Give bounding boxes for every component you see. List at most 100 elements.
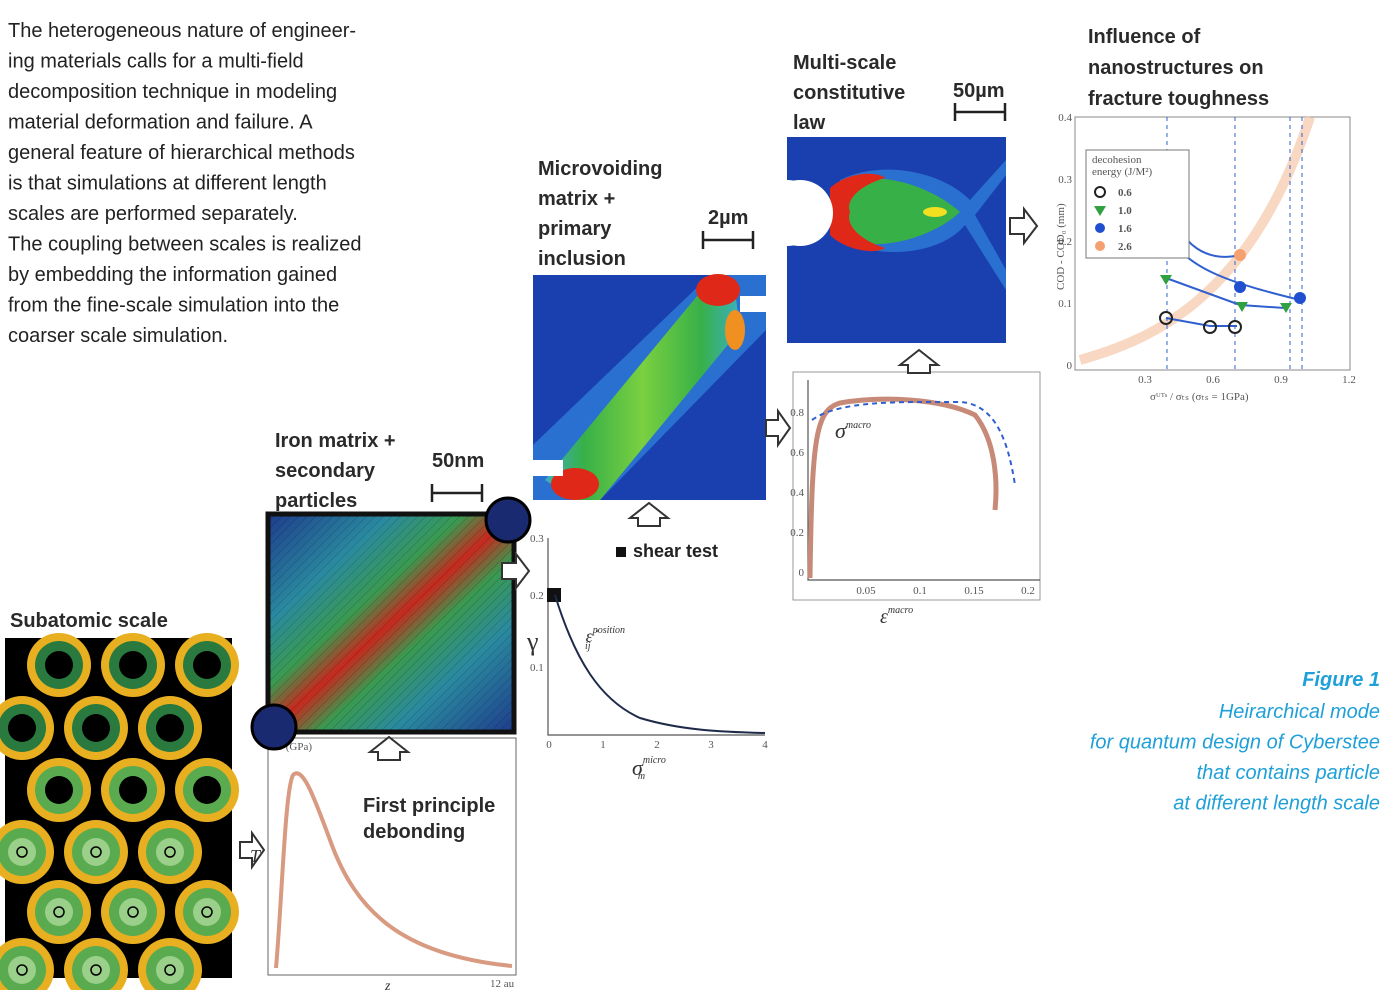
x-tick-label: 0.15 — [964, 585, 984, 597]
panel-title: inclusion — [538, 248, 626, 270]
ring — [45, 898, 73, 926]
panel-title: nanostructures on — [1088, 57, 1264, 79]
body: The heterogeneous nature of engineer-ing… — [0, 0, 1382, 990]
x-tick-label: 0.1 — [913, 585, 927, 597]
ring — [193, 776, 221, 804]
arrow — [766, 411, 790, 445]
intro-line: by embedding the information gained — [8, 264, 337, 286]
scale-bar — [955, 103, 1005, 121]
panel-title: Multi-scale — [793, 52, 896, 74]
sub: ij — [585, 641, 591, 652]
particle — [252, 705, 296, 749]
panel-title: fracture toughness — [1088, 88, 1269, 110]
y-tick-label: 0.1 — [530, 662, 544, 674]
ring — [8, 838, 36, 866]
figure: The heterogeneous nature of engineer-ing… — [0, 0, 1382, 990]
panel-title: Iron matrix + — [275, 430, 396, 452]
sym: ε — [880, 606, 888, 628]
ring — [45, 651, 73, 679]
caption-label: Figure 1 — [1302, 669, 1380, 691]
legend-marker — [1095, 223, 1105, 233]
sup: macro — [846, 420, 871, 431]
point — [1234, 249, 1246, 261]
panel-title: Subatomic scale — [10, 610, 168, 632]
iron-contours — [270, 516, 512, 730]
x-tick-label: 0.9 — [1274, 374, 1288, 386]
ring — [8, 956, 36, 984]
panel-title: matrix + — [538, 188, 615, 210]
x-tick-label: 0.6 — [1206, 374, 1220, 386]
sup: micro — [643, 755, 666, 766]
panel-title: primary — [538, 218, 612, 240]
arrow — [900, 350, 938, 373]
intro-line: The heterogeneous nature of engineer- — [8, 20, 356, 42]
y-axis-label: COD - COD₀ (mm) — [1055, 203, 1067, 290]
void — [740, 296, 766, 312]
sub: m — [638, 771, 645, 782]
plot-frame — [268, 738, 516, 975]
panel-title: Influence of — [1088, 26, 1201, 48]
x-axis-end: 12 au — [490, 978, 515, 990]
y-tick-label: 0 — [799, 567, 805, 579]
y-axis-label: γ — [526, 627, 539, 656]
particle — [486, 498, 530, 542]
hot-spot — [923, 207, 947, 217]
x-axis-label: σmicrom — [632, 755, 666, 782]
y-tick-label: 0.4 — [1058, 112, 1072, 124]
panel-title: secondary — [275, 460, 376, 482]
x-axis-label: σᵁᵀˢ / σₜₛ (σₜₛ = 1GPa) — [1150, 391, 1249, 403]
intro-line: ing materials calls for a multi-field — [8, 51, 304, 73]
intro-line: coarser scale simulation. — [8, 325, 228, 347]
hot-spot — [725, 310, 745, 350]
x-tick-label: 4 — [762, 739, 768, 751]
panel-title: law — [793, 112, 826, 134]
x-axis-label: z — [384, 979, 391, 990]
intro-line: general feature of hierarchical methods — [8, 142, 355, 164]
legend-label: 2.6 — [1118, 241, 1132, 253]
page: Hierarchical modeling figure { "intro": … — [0, 0, 1382, 990]
ring — [156, 838, 184, 866]
legend-label: 1.0 — [1118, 205, 1132, 217]
y-tick-label: 0.2 — [790, 527, 804, 539]
x-tick-label: 1 — [600, 739, 606, 751]
legend-label: 1.6 — [1118, 223, 1132, 235]
intro-line: scales are performed separately. — [8, 203, 298, 225]
x-tick-label: 0.05 — [856, 585, 876, 597]
plot-note: debonding — [363, 821, 465, 843]
ring — [82, 838, 110, 866]
y-tick-label: 0.8 — [790, 407, 804, 419]
panel-title: constitutive — [793, 82, 905, 104]
caption-line: that contains particle — [1197, 762, 1380, 784]
x-tick-label: 1.2 — [1342, 374, 1356, 386]
y-tick-label: 0.1 — [1058, 298, 1072, 310]
intro-line: material deformation and failure. A — [8, 112, 313, 134]
caption-line: for quantum design of Cyberstee — [1090, 732, 1380, 754]
point — [1294, 292, 1306, 304]
intro-paragraph: The heterogeneous nature of engineer-ing… — [8, 20, 362, 347]
data-marker — [547, 588, 561, 602]
legend-label: 0.6 — [1118, 187, 1132, 199]
scale-label: 50µm — [953, 80, 1005, 102]
legend-title: decohesion — [1092, 154, 1142, 166]
ring — [193, 898, 221, 926]
y-tick-label: 0.4 — [790, 487, 804, 499]
ring — [82, 714, 110, 742]
x-tick-label: 2 — [654, 739, 660, 751]
scale-label: 2µm — [708, 207, 748, 229]
ring — [119, 898, 147, 926]
ring — [8, 714, 36, 742]
intro-line: is that simulations at different length — [8, 173, 327, 195]
scale-bar — [432, 484, 482, 502]
scale-bar — [703, 231, 753, 249]
y-tick-label: 0.2 — [530, 590, 544, 602]
x-tick-label: 0.3 — [1138, 374, 1152, 386]
y-tick-label: 0.6 — [790, 447, 804, 459]
intro-line: from the fine-scale simulation into the — [8, 295, 339, 317]
hot-spot — [696, 274, 740, 306]
legend-title: energy (J/M²) — [1092, 166, 1153, 178]
arrow — [1010, 209, 1037, 243]
y-tick-label: 0.3 — [1058, 174, 1072, 186]
panel-title: particles — [275, 490, 357, 512]
intro-line: The coupling between scales is realized — [8, 234, 362, 256]
